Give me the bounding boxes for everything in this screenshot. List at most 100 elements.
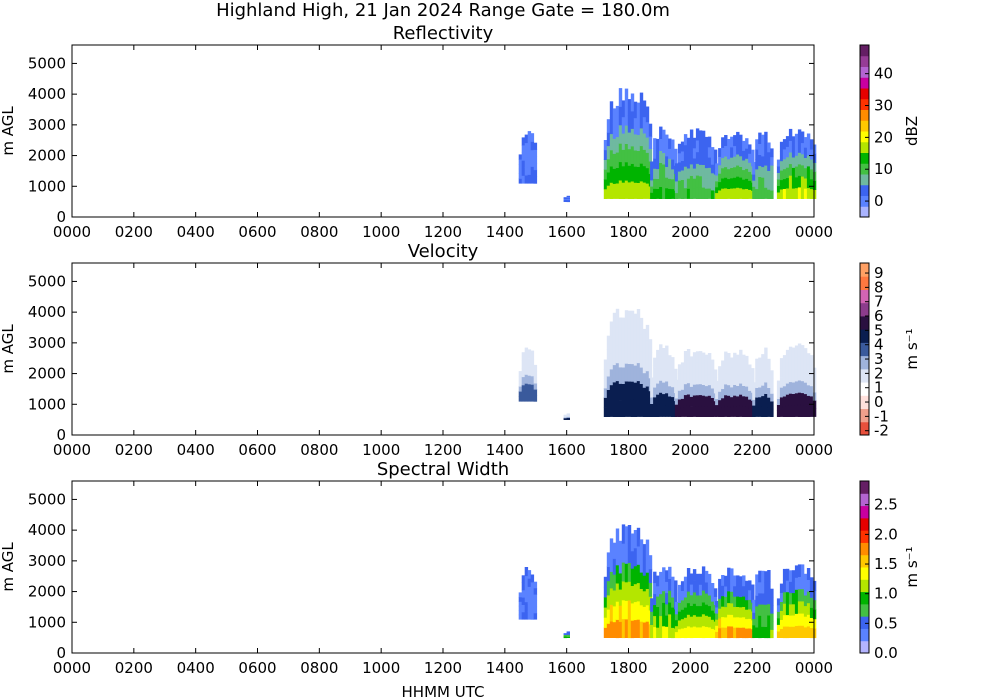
echo-cell xyxy=(782,591,787,604)
echo-cell xyxy=(662,370,666,383)
echo-cell xyxy=(742,375,746,386)
echo-cell xyxy=(721,360,725,371)
echo-cell xyxy=(764,405,768,417)
echo-cell xyxy=(674,392,679,399)
echo-cell xyxy=(748,381,752,391)
colorbar-tick-label: 1.0 xyxy=(874,585,898,603)
echo-cell xyxy=(727,591,731,604)
echo-cell xyxy=(707,374,712,386)
echo-cell xyxy=(618,317,623,335)
echo-cell xyxy=(782,188,787,199)
colorbar-tick-label: 2.5 xyxy=(874,496,898,514)
echo-cell xyxy=(533,371,538,378)
echo-cell xyxy=(650,161,654,169)
echo-cell xyxy=(770,173,774,183)
x-tick-label: 1600 xyxy=(548,223,586,241)
colorbar-tick-label: 0 xyxy=(874,393,884,411)
echo-cell xyxy=(736,154,740,166)
echo-cell xyxy=(779,610,784,620)
echo-cell xyxy=(668,158,672,169)
echo-cell xyxy=(656,596,660,607)
echo-cell xyxy=(751,376,755,385)
echo-cell xyxy=(612,123,617,139)
echo-cell xyxy=(662,579,666,592)
colorbar-swatch xyxy=(860,382,869,396)
echo-cell xyxy=(698,187,703,199)
echo-cell xyxy=(630,181,635,199)
echo-cell xyxy=(615,546,620,566)
echo-cell xyxy=(707,188,712,199)
echo-cell xyxy=(639,92,644,111)
echo-cell xyxy=(621,524,626,544)
echo-cell xyxy=(701,153,706,165)
echo-cell xyxy=(707,584,712,596)
echo-cell xyxy=(686,168,691,179)
echo-cell xyxy=(659,368,663,381)
echo-cell xyxy=(727,374,731,386)
echo-cell xyxy=(636,619,641,638)
echo-cell xyxy=(662,129,666,142)
echo-cell xyxy=(752,606,756,613)
echo-cell xyxy=(521,597,526,605)
y-tick-label: 1000 xyxy=(28,613,66,631)
echo-cell xyxy=(797,576,802,590)
echo-cell xyxy=(618,605,623,622)
echo-cell xyxy=(656,575,660,587)
echo-cell xyxy=(695,362,700,374)
echo-cell xyxy=(715,386,719,394)
echo-cell xyxy=(695,373,700,385)
echo-cell xyxy=(758,154,762,166)
echo-cell xyxy=(800,187,805,199)
echo-cell xyxy=(788,175,793,188)
echo-cell xyxy=(653,148,657,159)
x-tick-label: 2000 xyxy=(671,441,709,459)
echo-cell xyxy=(606,595,611,610)
echo-cell xyxy=(794,144,799,156)
echo-cell xyxy=(755,616,759,628)
echo-cell xyxy=(758,593,762,605)
echo-cell xyxy=(791,393,796,406)
echo-cell xyxy=(524,142,529,152)
echo-cell xyxy=(752,162,756,169)
echo-cell xyxy=(797,343,802,357)
echo-cell xyxy=(803,178,808,189)
echo-cell xyxy=(721,606,725,618)
echo-cell xyxy=(671,139,675,150)
echo-cell xyxy=(521,137,526,146)
echo-cell xyxy=(721,575,725,586)
echo-cell xyxy=(736,406,740,417)
echo-cell xyxy=(624,310,629,329)
echo-cell xyxy=(718,598,722,609)
echo-cell xyxy=(518,605,523,611)
echo-cell xyxy=(698,153,703,165)
echo-cell xyxy=(748,373,752,383)
echo-cell xyxy=(785,156,790,168)
echo-cell xyxy=(730,157,734,168)
echo-cell xyxy=(736,616,740,628)
echo-cell xyxy=(742,596,746,607)
echo-cell xyxy=(755,406,759,417)
echo-cell xyxy=(770,605,774,614)
colorbar-swatch xyxy=(860,616,869,629)
echo-cell xyxy=(533,395,538,402)
echo-cell xyxy=(710,190,715,199)
echo-cell xyxy=(752,388,756,395)
echo-cell xyxy=(724,362,728,374)
echo-cell xyxy=(745,366,749,377)
colorbar: 0.00.51.01.52.02.5m s⁻¹ xyxy=(859,480,921,662)
echo-cell xyxy=(633,313,638,332)
echo-cell xyxy=(788,381,793,394)
echo-cell xyxy=(689,376,694,387)
echo-cell xyxy=(521,145,526,153)
echo-cell xyxy=(721,188,725,199)
echo-cell xyxy=(668,385,672,397)
echo-cell xyxy=(794,601,799,614)
echo-cell xyxy=(755,387,759,398)
echo-cell xyxy=(806,579,811,592)
echo-cell xyxy=(636,398,641,417)
colorbar-tick-label: 20 xyxy=(874,128,893,146)
colorbar-tick-label: 3 xyxy=(874,350,884,368)
echo-cell xyxy=(603,149,608,160)
echo-cell xyxy=(761,364,765,376)
echo-cell xyxy=(715,192,719,199)
